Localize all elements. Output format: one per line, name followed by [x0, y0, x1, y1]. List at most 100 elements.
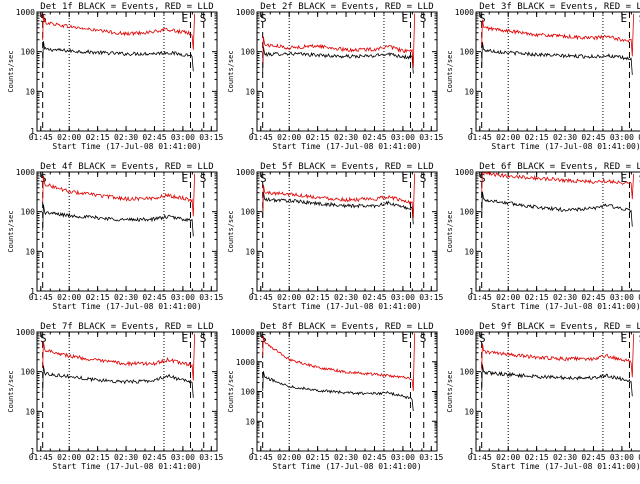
y-axis-label: Counts/sec [227, 210, 235, 252]
series-line-events [42, 41, 194, 72]
series-line-events [481, 41, 633, 75]
x-tick-label: 03:15 [199, 293, 223, 302]
x-tick-label: 03:00 [610, 133, 634, 142]
y-tick-label: 100 [21, 208, 36, 217]
x-tick-label: 03:00 [610, 453, 634, 462]
x-tick-label: 01:45 [468, 453, 492, 462]
end-marker-label: E [181, 172, 188, 185]
plot-frame [36, 331, 218, 452]
y-tick-label: 10 [464, 87, 474, 96]
y-tick-label: 1 [469, 447, 474, 456]
x-tick-label: 02:45 [142, 293, 166, 302]
y-tick-label: 1 [250, 127, 255, 136]
x-tick-label: 01:45 [249, 293, 273, 302]
x-tick-label: 02:15 [525, 453, 549, 462]
x-axis-label: Start Time (17-Jul-08 01:41:00) [272, 462, 421, 471]
panel-det-9: Det 9f BLACK = Events, RED = LLD 1 10 100 10… [446, 322, 640, 471]
x-tick-label: 02:30 [334, 133, 358, 142]
x-tick-label: 02:30 [114, 453, 138, 462]
y-tick-label: 1000 [236, 358, 255, 367]
plot-frame [475, 171, 640, 292]
y-tick-label: 1000 [455, 8, 474, 17]
x-tick-label: 03:15 [419, 293, 443, 302]
y-tick-label: 100 [21, 48, 36, 57]
x-tick-label: 02:00 [496, 453, 520, 462]
restart-marker-label: S [420, 172, 427, 185]
y-axis-label: Counts/sec [7, 50, 15, 92]
x-tick-label: 02:45 [142, 453, 166, 462]
y-tick-label: 1 [250, 447, 255, 456]
x-tick-label: 02:00 [277, 293, 301, 302]
x-tick-label: 02:30 [114, 133, 138, 142]
x-axis-label: Start Time (17-Jul-08 01:41:00) [52, 142, 201, 151]
x-tick-label: 02:45 [581, 293, 605, 302]
panel-title: Det 5f BLACK = Events, RED = LLD [260, 162, 433, 172]
panel-det-1: Det 1f BLACK = Events, RED = LLD 1 10 100 10… [7, 2, 224, 151]
start-marker-label: S [40, 332, 47, 345]
restart-marker-label: S [639, 172, 640, 185]
end-marker-label: E [181, 332, 188, 345]
x-tick-label: 02:15 [306, 133, 330, 142]
panel-title: Det 2f BLACK = Events, RED = LLD [260, 2, 433, 12]
panel-title: Det 9f BLACK = Events, RED = LLD [479, 322, 640, 332]
x-tick-label: 03:00 [171, 293, 195, 302]
series-line-lld [42, 333, 195, 381]
x-tick-label: 02:15 [306, 453, 330, 462]
x-tick-label: 03:15 [638, 133, 640, 142]
y-tick-label: 100 [241, 48, 256, 57]
series-line-lld [42, 13, 195, 50]
x-axis-label: Start Time (17-Jul-08 01:41:00) [52, 302, 201, 311]
x-tick-label: 02:45 [362, 293, 386, 302]
x-tick-label: 03:15 [199, 133, 223, 142]
plot-frame [256, 171, 438, 292]
x-tick-label: 02:45 [581, 133, 605, 142]
y-tick-label: 1000 [16, 168, 35, 177]
y-tick-label: 100 [460, 208, 475, 217]
y-tick-label: 1000 [236, 168, 255, 177]
x-tick-label: 02:45 [581, 453, 605, 462]
x-tick-label: 02:45 [142, 133, 166, 142]
series-line-lld [481, 171, 634, 200]
x-axis-label: Start Time (17-Jul-08 01:41:00) [272, 142, 421, 151]
y-tick-label: 1 [30, 287, 35, 296]
x-tick-label: 03:15 [419, 453, 443, 462]
y-tick-label: 100 [241, 388, 256, 397]
restart-marker-label: S [200, 172, 207, 185]
x-tick-label: 03:00 [391, 133, 415, 142]
panel-det-7: Det 7f BLACK = Events, RED = LLD 1 10 100 10… [7, 322, 224, 471]
series-line-events [262, 191, 414, 225]
x-tick-label: 03:15 [419, 133, 443, 142]
y-axis-label: Counts/sec [227, 370, 235, 412]
panel-det-3: Det 3f BLACK = Events, RED = LLD 1 10 100 10… [446, 2, 640, 151]
panel-det-6: Det 6f BLACK = Events, RED = LLD 1 10 100 10… [446, 162, 640, 311]
x-tick-label: 02:30 [334, 293, 358, 302]
y-tick-label: 100 [460, 368, 475, 377]
panel-title: Det 3f BLACK = Events, RED = LLD [479, 2, 640, 12]
y-tick-label: 100 [21, 368, 36, 377]
y-tick-label: 1000 [16, 8, 35, 17]
y-tick-label: 10 [245, 247, 255, 256]
y-tick-label: 1 [250, 287, 255, 296]
x-tick-label: 03:15 [638, 293, 640, 302]
x-tick-label: 03:00 [610, 293, 634, 302]
series-line-events [481, 191, 633, 227]
start-marker-label: S [260, 172, 267, 185]
y-tick-label: 100 [460, 48, 475, 57]
x-tick-label: 02:00 [57, 453, 81, 462]
y-axis-label: Counts/sec [227, 50, 235, 92]
end-marker-label: E [401, 332, 408, 345]
x-tick-label: 01:45 [249, 133, 273, 142]
restart-marker-label: S [639, 12, 640, 25]
x-tick-label: 02:00 [57, 133, 81, 142]
restart-marker-label: S [420, 12, 427, 25]
x-tick-label: 03:00 [391, 293, 415, 302]
plot-frame [36, 171, 218, 292]
end-marker-label: E [181, 12, 188, 25]
x-axis-label: Start Time (17-Jul-08 01:41:00) [491, 462, 640, 471]
x-tick-label: 03:00 [171, 453, 195, 462]
x-axis-label: Start Time (17-Jul-08 01:41:00) [272, 302, 421, 311]
series-line-lld [481, 333, 634, 378]
x-tick-label: 02:15 [86, 293, 110, 302]
y-tick-label: 10 [245, 87, 255, 96]
